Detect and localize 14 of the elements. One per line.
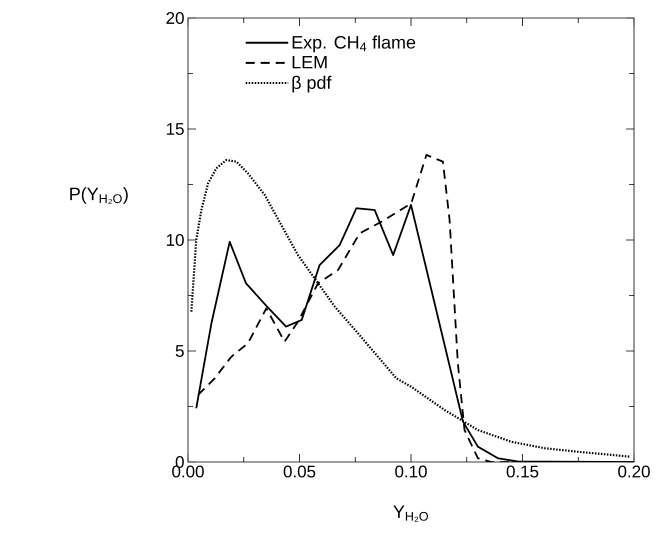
x-tick-label: 0.05 <box>284 466 316 478</box>
legend-label: β pdf <box>292 76 332 93</box>
y-tick-label: 5 <box>176 345 184 357</box>
y-tick-label: 20 <box>166 12 184 24</box>
legend-label: LEM <box>292 56 327 68</box>
y-axis-title: P(Y$_{H₂O}$) <box>70 187 128 204</box>
x-tick-label: 0.15 <box>506 466 538 478</box>
x-tick-label: 0.10 <box>395 466 427 478</box>
y-tick-label: 10 <box>166 234 184 246</box>
y-tick-label: 15 <box>166 123 184 135</box>
x-tick-label: 0.20 <box>618 466 650 478</box>
legend-label: Exp. CH$_{4}$ flame <box>292 35 416 52</box>
x-tick-label: 0.00 <box>172 466 204 478</box>
x-axis-title: Y$_{H₂O}$ <box>393 505 428 522</box>
